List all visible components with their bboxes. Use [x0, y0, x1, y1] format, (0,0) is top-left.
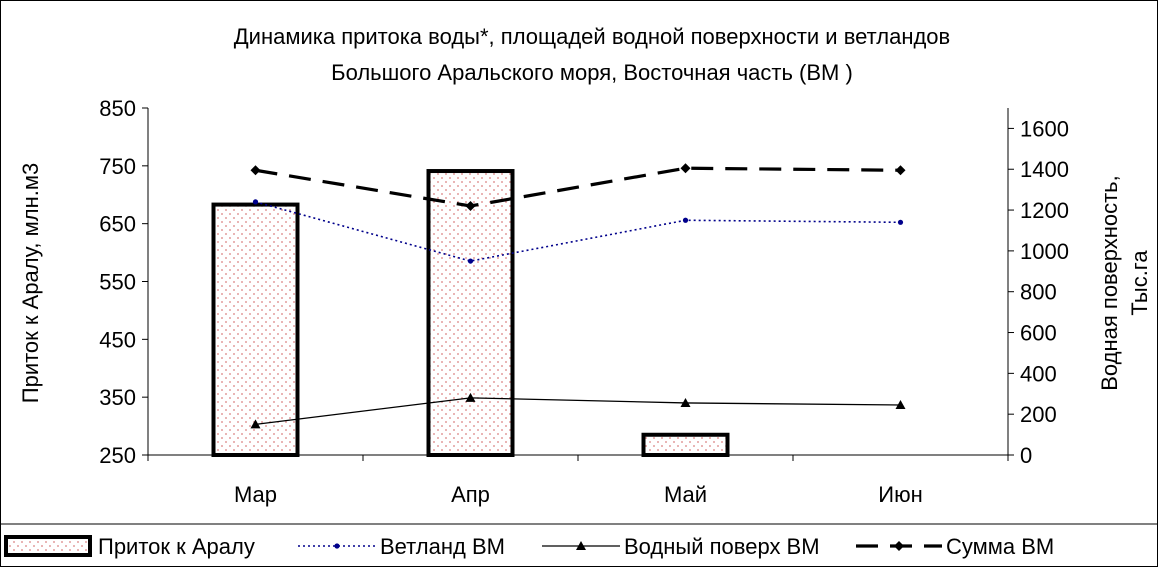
x-tick-label: Май	[664, 482, 707, 507]
y-right-tick-label: 600	[1020, 321, 1057, 346]
series-point	[680, 397, 691, 407]
y-left-tick-label: 250	[99, 443, 136, 468]
chart-title: Динамика притока воды*, площадей водной …	[234, 24, 950, 49]
series-point	[252, 199, 259, 205]
legend: Приток к Аралу Ветланд ВМ Водный поверх ВМ…	[4, 534, 1054, 559]
x-tick-label: Июн	[878, 482, 922, 507]
series-triangle	[250, 392, 906, 429]
series-line	[255, 201, 901, 262]
chart-subtitle: Большого Аральского моря, Восточная част…	[331, 60, 853, 85]
y-left-tick-label: 350	[99, 385, 136, 410]
y-right-axis-label-line1: Водная поверхность,	[1097, 175, 1122, 391]
series-point	[250, 419, 261, 429]
y-left-tick-label: 850	[99, 96, 136, 121]
y-left-axis-label: Приток к Аралу, млн.м3	[18, 163, 43, 403]
series-point	[250, 165, 261, 176]
x-tick-label: Апр	[451, 482, 490, 507]
y-left-tick-label: 450	[99, 327, 136, 352]
x-tick-label: Мар	[234, 482, 277, 507]
series-point	[680, 163, 691, 174]
y-left-tick-label: 550	[99, 270, 136, 295]
line-series	[250, 163, 906, 429]
legend-label: Ветланд ВМ	[380, 534, 505, 559]
series-point	[895, 165, 906, 176]
y-right-axis-label-line2: Тыс.га	[1127, 250, 1152, 316]
y-right-tick-label: 1600	[1020, 116, 1069, 141]
series-line	[255, 166, 901, 208]
legend-marker	[576, 541, 586, 550]
legend-label: Сумма ВМ	[946, 534, 1054, 559]
y-right-tick-label: 800	[1020, 280, 1057, 305]
bar	[641, 432, 730, 457]
legend-label: Водный поверх ВМ	[624, 534, 820, 559]
y-left-tick-label: 750	[99, 154, 136, 179]
series-point	[897, 219, 904, 225]
series-point	[895, 399, 906, 409]
legend-item: Приток к Аралу	[4, 534, 255, 559]
y-right-tick-label: 1000	[1020, 239, 1069, 264]
bar	[426, 169, 515, 457]
y-right-tick-label: 0	[1020, 443, 1032, 468]
bar-series	[211, 169, 730, 457]
y-right-tick-label: 1400	[1020, 157, 1069, 182]
y-left-tick-label: 650	[99, 212, 136, 237]
y-right-tick-label: 1200	[1020, 198, 1069, 223]
series-line	[255, 397, 901, 426]
legend-item: Сумма ВМ	[856, 534, 1054, 559]
legend-item: Ветланд ВМ	[298, 534, 505, 559]
bar	[211, 202, 300, 457]
series-point	[465, 392, 476, 402]
y-right-tick-label: 400	[1020, 361, 1057, 386]
legend-swatch	[4, 535, 92, 557]
series-point	[682, 217, 689, 223]
y-right-tick-label: 200	[1020, 402, 1057, 427]
legend-marker	[894, 541, 904, 551]
legend-label: Приток к Аралу	[98, 534, 255, 559]
series-dot	[252, 199, 904, 264]
legend-marker	[334, 543, 340, 549]
series-point	[465, 200, 476, 211]
legend-item: Водный поверх ВМ	[542, 534, 820, 559]
series-point	[467, 258, 474, 264]
series-diamond	[250, 163, 906, 211]
axes: 250 350 450 550 650 750 850 0 200 400 600 800 1000 12…	[99, 96, 1069, 507]
